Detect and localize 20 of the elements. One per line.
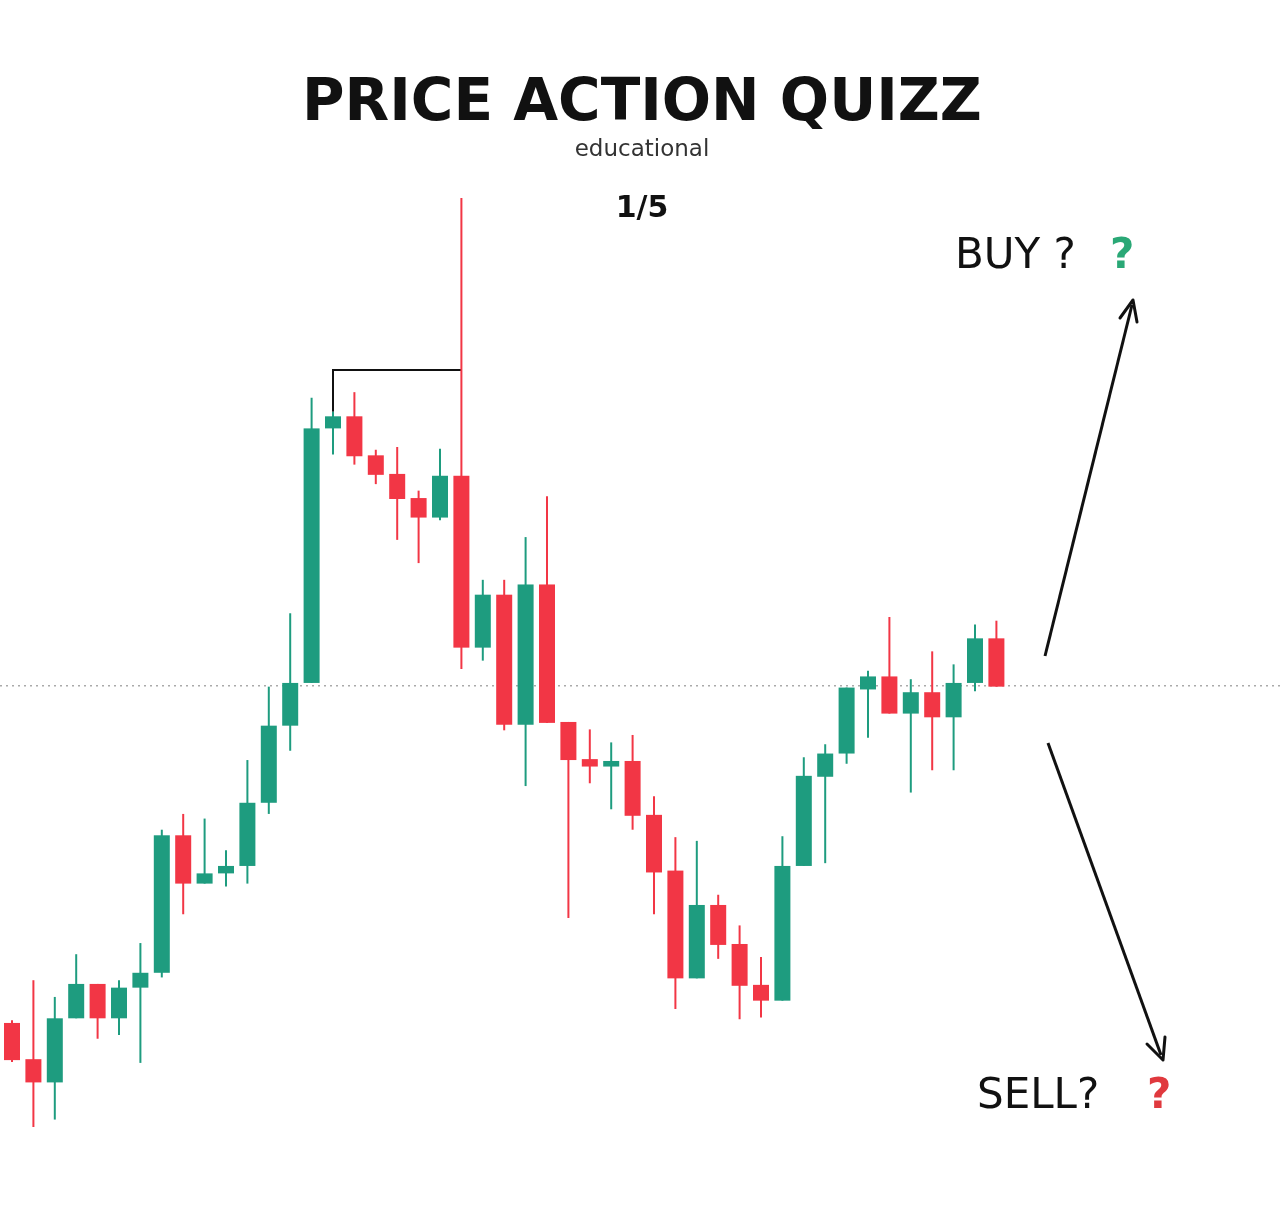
candlestick — [325, 410, 341, 456]
candlestick — [410, 489, 427, 565]
candlestick — [817, 743, 834, 865]
candlestick — [581, 728, 598, 785]
candlestick — [860, 669, 876, 739]
text: ? — [1147, 1069, 1172, 1118]
candlestick — [902, 678, 919, 794]
candlestick — [25, 979, 42, 1128]
candlestick — [196, 817, 213, 885]
candlestick — [132, 942, 149, 1064]
candlestick — [753, 955, 769, 1019]
candlestick — [218, 849, 234, 888]
annotation: 1/5 — [615, 189, 669, 224]
candlestick — [367, 448, 384, 486]
annotation: BUY ? — [955, 229, 1076, 278]
annotation: SELL? — [977, 1069, 1100, 1118]
chart-title: PRICE ACTION QUIZZ — [302, 66, 982, 134]
text: ? — [1110, 229, 1135, 278]
candlestick — [603, 741, 620, 811]
chart-subtitle: educational — [574, 135, 710, 161]
